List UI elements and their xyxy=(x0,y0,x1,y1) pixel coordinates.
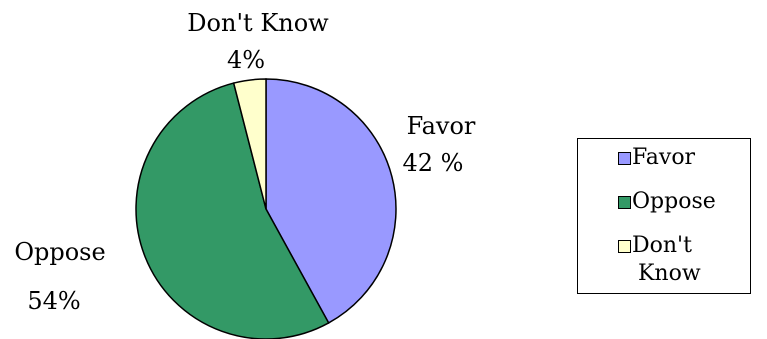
label-favor-name: Favor xyxy=(407,112,476,140)
label-favor-value: 42 % xyxy=(403,149,464,177)
label-dontknow-name: Don't Know xyxy=(187,9,329,37)
legend-item-favor: Favor xyxy=(632,145,696,170)
pie-slice-favor xyxy=(265,78,397,324)
legend-item-dontknow-line1: Don't xyxy=(632,233,692,258)
label-dontknow-value: 4% xyxy=(227,46,265,74)
legend-item-dontknow-line2: Know xyxy=(638,261,701,286)
pie-slices xyxy=(135,78,397,339)
legend: Favor Oppose Don't Know xyxy=(577,138,751,294)
pie-slice-dontknow xyxy=(232,78,267,210)
legend-swatch-favor xyxy=(618,152,631,165)
label-oppose-value: 54% xyxy=(27,287,80,315)
legend-swatch-oppose xyxy=(618,196,631,209)
legend-swatch-dontknow xyxy=(618,240,631,253)
label-oppose-name: Oppose xyxy=(14,238,105,266)
legend-item-oppose: Oppose xyxy=(632,189,716,214)
